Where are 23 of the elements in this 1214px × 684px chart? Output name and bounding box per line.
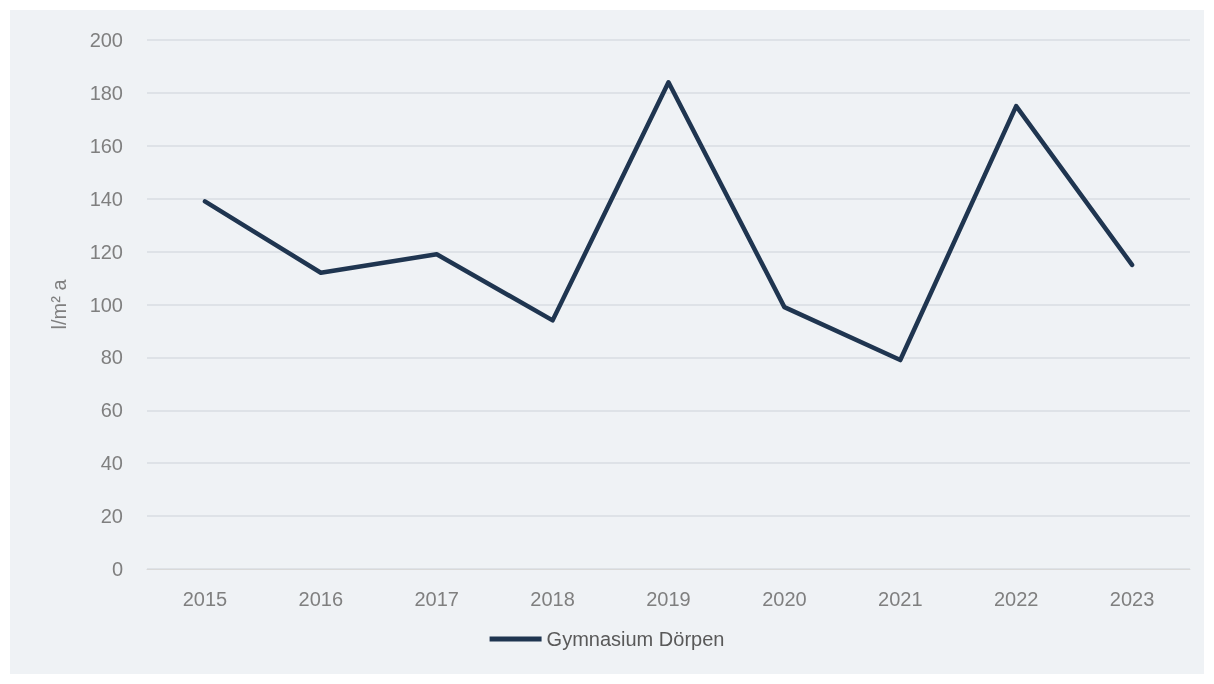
y-axis-title: l/m² a xyxy=(48,278,70,330)
y-tick-label: 160 xyxy=(89,134,123,157)
x-tick-label: 2020 xyxy=(762,588,807,610)
legend-label: Gymnasium Dörpen xyxy=(546,628,725,650)
x-tick-label: 2023 xyxy=(1109,588,1155,610)
x-tick-label: 2019 xyxy=(646,588,691,610)
x-tick-label: 2022 xyxy=(993,588,1039,610)
y-tick-label: 60 xyxy=(100,399,123,422)
x-tick-label: 2017 xyxy=(414,588,459,610)
y-tick-label: 180 xyxy=(89,81,123,104)
x-tick-label: 2018 xyxy=(530,588,575,610)
y-tick-label: 0 xyxy=(111,558,123,580)
y-tick-label: 100 xyxy=(89,293,123,316)
y-tick-label: 20 xyxy=(100,505,123,528)
x-tick-label: 2016 xyxy=(298,588,344,610)
x-tick-label: 2021 xyxy=(878,588,923,610)
y-tick-label: 40 xyxy=(100,452,123,475)
x-tick-label: 2015 xyxy=(182,588,228,610)
line-series xyxy=(202,80,1135,363)
y-tick-label: 120 xyxy=(89,240,123,263)
y-tick-label: 200 xyxy=(89,29,123,51)
y-tick-label: 80 xyxy=(100,346,123,369)
y-tick-label: 140 xyxy=(89,187,123,210)
